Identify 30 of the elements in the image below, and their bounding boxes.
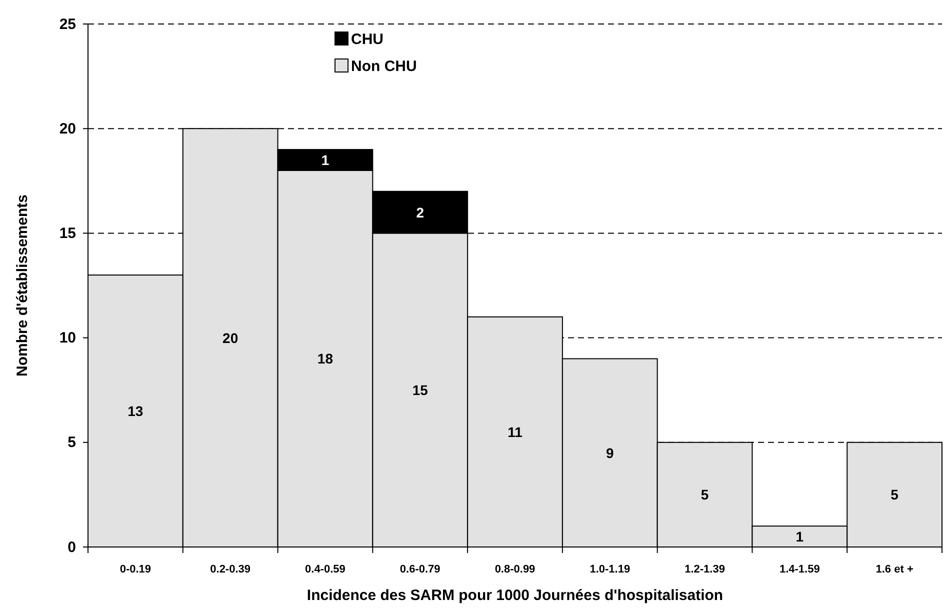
x-tick-label: 1.2-1.39 (684, 564, 725, 576)
x-tick-label: 1.0-1.19 (590, 564, 630, 576)
data-label: 5 (890, 486, 899, 503)
x-tick-label: 1.4-1.59 (779, 564, 820, 576)
data-label: 5 (700, 486, 709, 503)
data-label: 15 (412, 382, 428, 398)
y-tick-label: 10 (59, 330, 76, 347)
x-tick-label: 0.6-0.79 (400, 564, 440, 576)
y-tick-label: 25 (59, 16, 76, 33)
y-tick-label: 5 (68, 434, 76, 452)
data-label: 9 (606, 444, 614, 461)
x-axis-title: Incidence des SARM pour 1000 Journées d'hospitalisation (306, 587, 724, 604)
data-label: 1 (796, 528, 804, 545)
x-tick-label: 0.4-0.59 (305, 564, 346, 576)
data-label: 20 (222, 330, 238, 346)
data-label: 1 (321, 152, 330, 168)
x-tick-label: 0.8-0.99 (494, 564, 536, 576)
data-label: 2 (416, 204, 424, 220)
legend-label: CHU (351, 31, 384, 48)
data-label: 13 (128, 403, 144, 420)
x-tick-label: 1.6 et + (876, 564, 914, 576)
y-tick-label: 15 (59, 225, 76, 242)
y-axis-title: Nombre d'établissements (14, 194, 31, 376)
data-label: 18 (317, 350, 334, 367)
x-tick-label: 0-0.19 (120, 564, 152, 576)
y-tick-label: 20 (59, 120, 76, 138)
data-label: 11 (508, 424, 523, 440)
x-tick-label: 0.2-0.39 (210, 564, 251, 576)
legend-label: Non CHU (351, 58, 417, 75)
y-tick-label: 0 (68, 538, 76, 556)
